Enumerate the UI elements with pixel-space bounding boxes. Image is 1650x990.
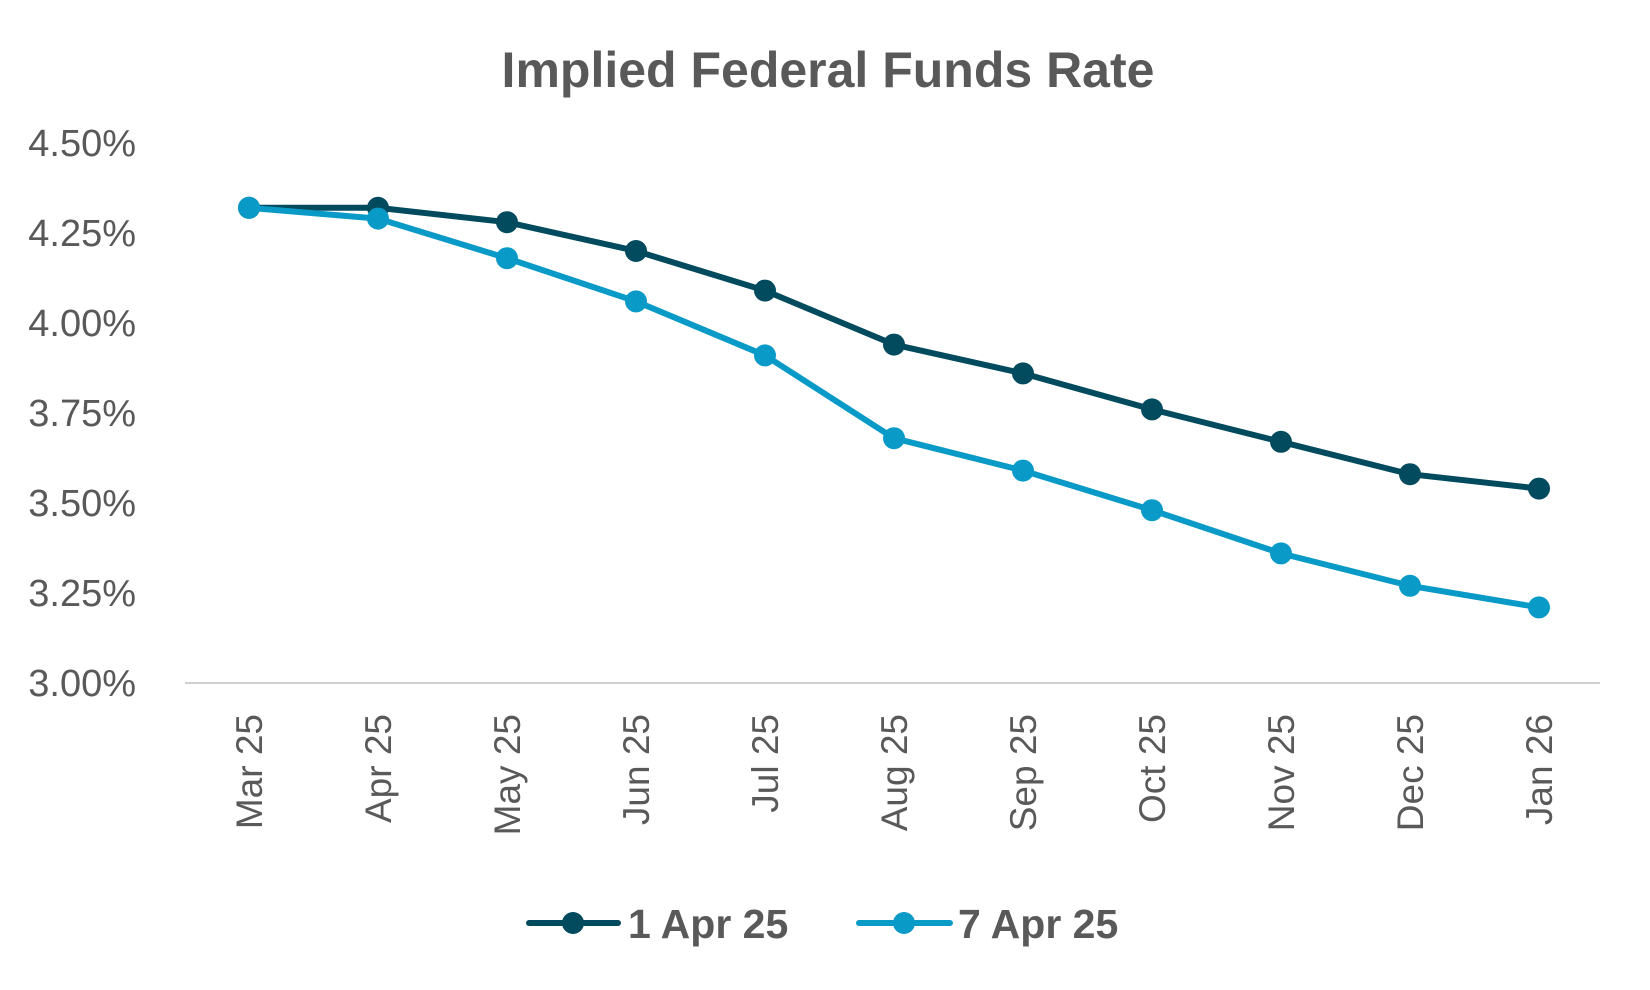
data-point-7-apr-25-jul-25[interactable]: [754, 344, 776, 367]
data-point-1-apr-25-dec-25[interactable]: [1399, 463, 1421, 486]
data-point-1-apr-25-may-25[interactable]: [496, 211, 518, 234]
series-7-apr-25: [238, 196, 1550, 619]
data-point-1-apr-25-aug-25[interactable]: [883, 333, 905, 356]
data-point-7-apr-25-jan-26[interactable]: [1528, 596, 1550, 619]
y-tick-label: 4.50%: [28, 123, 136, 165]
x-tick-label: Aug 25: [874, 714, 915, 831]
x-tick-label: Apr 25: [358, 714, 399, 823]
series-layer: [238, 196, 1550, 619]
data-point-7-apr-25-aug-25[interactable]: [883, 427, 905, 450]
data-point-7-apr-25-mar-25[interactable]: [238, 196, 260, 219]
legend-item-1-apr-25[interactable]: 1 Apr 25: [526, 901, 788, 947]
y-tick-label: 3.00%: [28, 663, 136, 705]
x-tick-label: May 25: [487, 714, 528, 835]
x-tick-label: Mar 25: [229, 714, 270, 829]
data-point-1-apr-25-oct-25[interactable]: [1141, 398, 1163, 421]
series-line-7-apr-25: [248, 204, 1540, 611]
data-point-1-apr-25-jul-25[interactable]: [754, 279, 776, 302]
legend-item-7-apr-25[interactable]: 7 Apr 25: [856, 901, 1118, 947]
series-1-apr-25: [238, 196, 1550, 500]
data-point-1-apr-25-nov-25[interactable]: [1270, 430, 1292, 453]
legend-marker-1-apr-25: [562, 912, 584, 934]
x-tick-label: Dec 25: [1390, 714, 1431, 831]
x-axis-ticks: Mar 25 Apr 25 May 25 Jun 25 Jul 25 Aug 25 Sep …: [229, 714, 1560, 835]
x-tick-label: Sep 25: [1003, 714, 1044, 831]
data-point-7-apr-25-sep-25[interactable]: [1012, 459, 1034, 482]
y-tick-label: 3.50%: [28, 483, 136, 525]
y-tick-label: 3.25%: [28, 573, 136, 615]
data-point-7-apr-25-apr-25[interactable]: [367, 207, 389, 230]
x-tick-label: Jan 26: [1519, 714, 1560, 825]
legend: 1 Apr 25 7 Apr 25: [526, 901, 1118, 947]
x-tick-label: Nov 25: [1261, 714, 1302, 831]
x-tick-label: Jul 25: [745, 714, 786, 813]
data-point-1-apr-25-jan-26[interactable]: [1528, 477, 1550, 500]
legend-marker-7-apr-25: [893, 912, 915, 934]
legend-label-1-apr-25: 1 Apr 25: [628, 901, 788, 947]
data-point-7-apr-25-dec-25[interactable]: [1399, 574, 1421, 597]
y-tick-label: 3.75%: [28, 393, 136, 435]
y-tick-label: 4.00%: [28, 303, 136, 345]
x-tick-label: Oct 25: [1132, 714, 1173, 823]
data-point-1-apr-25-jun-25[interactable]: [625, 240, 647, 262]
chart-title: Implied Federal Funds Rate: [502, 42, 1155, 98]
data-point-7-apr-25-nov-25[interactable]: [1270, 542, 1292, 565]
legend-label-7-apr-25: 7 Apr 25: [958, 901, 1118, 947]
y-axis-ticks: 3.00% 3.25% 3.50% 3.75% 4.00% 4.25% 4.50%: [28, 123, 136, 705]
y-tick-label: 4.25%: [28, 213, 136, 255]
x-tick-label: Jun 25: [616, 714, 657, 825]
data-point-7-apr-25-oct-25[interactable]: [1141, 499, 1163, 522]
data-point-7-apr-25-jun-25[interactable]: [625, 290, 647, 313]
data-point-7-apr-25-may-25[interactable]: [496, 247, 518, 270]
data-point-1-apr-25-sep-25[interactable]: [1012, 362, 1034, 385]
